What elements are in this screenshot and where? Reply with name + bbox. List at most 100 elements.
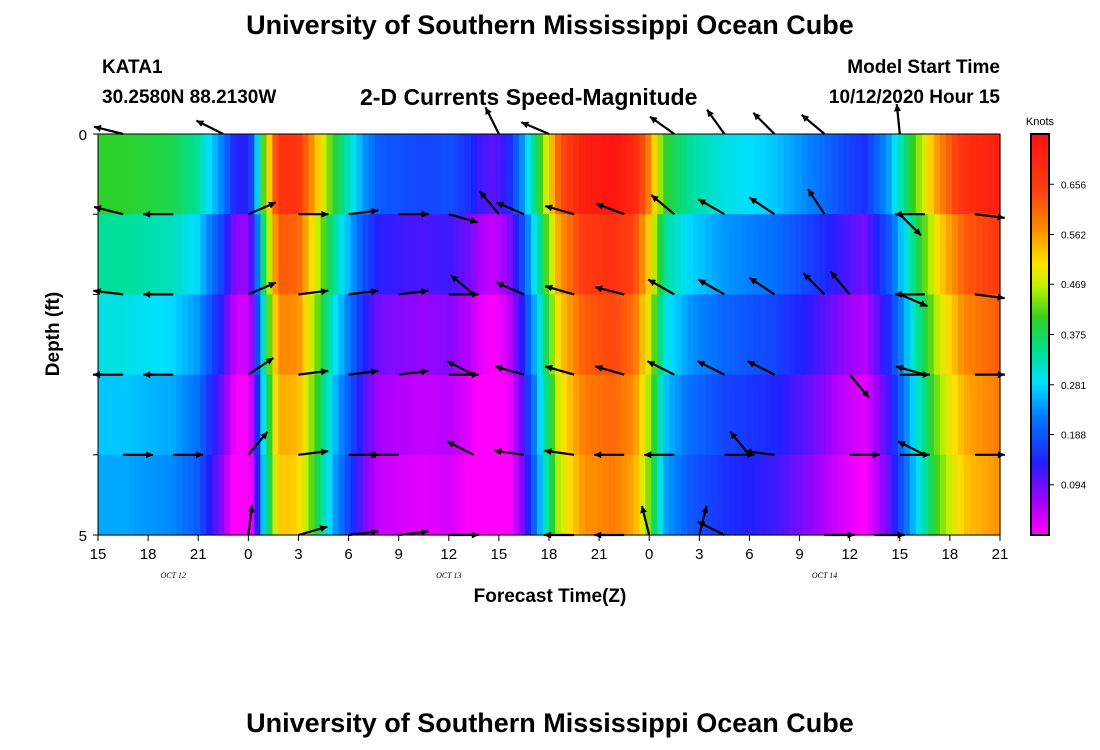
heatmap-cell — [308, 374, 316, 456]
heatmap-cell — [561, 134, 568, 215]
arrow-head — [894, 290, 902, 298]
arrow-head — [196, 451, 204, 459]
heatmap-cell — [260, 374, 267, 456]
heatmap-cell — [987, 134, 995, 215]
heatmap-cell — [338, 214, 346, 295]
heatmap-cell — [861, 214, 869, 295]
heatmap-cell — [741, 374, 749, 456]
heatmap-cell — [326, 294, 334, 376]
heatmap-cell — [476, 374, 484, 456]
heatmap-cell — [705, 374, 712, 456]
heatmap-cell — [116, 214, 123, 295]
heatmap-cell — [603, 294, 610, 376]
heatmap-cell — [897, 214, 905, 295]
current-arrow — [173, 451, 204, 459]
arrow-head — [545, 284, 553, 292]
current-arrow — [348, 528, 379, 537]
heatmap-cell — [146, 454, 153, 536]
heatmap-cell — [404, 214, 412, 295]
heatmap-cell — [801, 214, 809, 295]
heatmap-cell — [795, 134, 803, 215]
heatmap-cell — [765, 374, 773, 456]
current-arrow — [974, 293, 1005, 301]
y-axis-label: Depth (ft) — [43, 291, 64, 377]
current-arrow — [93, 205, 124, 216]
heatmap-cell — [410, 214, 418, 295]
heatmap-cell — [536, 454, 544, 536]
heatmap-cell — [783, 214, 791, 295]
heatmap-cell — [777, 134, 785, 215]
heatmap-cell — [927, 214, 935, 295]
bottom-title: University of Southern Mississippi Ocean… — [246, 708, 854, 738]
heatmap-cell — [524, 134, 532, 215]
heatmap-cell — [819, 374, 827, 456]
heatmap-cell — [663, 454, 670, 536]
heatmap-cell — [290, 134, 298, 215]
heatmap-cell — [855, 454, 863, 536]
heatmap-cell — [981, 214, 989, 295]
current-arrow — [748, 196, 776, 216]
heatmap-cell — [224, 214, 231, 295]
current-arrow — [446, 440, 475, 456]
heatmap-cell — [705, 214, 712, 295]
heatmap-cell — [933, 454, 941, 536]
heatmap-cell — [711, 214, 718, 295]
current-arrow — [849, 451, 880, 459]
heatmap-cell — [945, 454, 953, 536]
heatmap-cell — [350, 134, 358, 215]
heatmap-cell — [819, 214, 827, 295]
arrow-head — [370, 368, 379, 376]
heatmap-cell — [963, 134, 971, 215]
heatmap-cell — [194, 374, 201, 456]
heatmap-cell — [699, 294, 706, 376]
heatmap-cell — [807, 134, 815, 215]
heatmap-cell — [579, 294, 586, 376]
heatmap-cell — [687, 294, 694, 376]
current-arrow — [520, 121, 550, 136]
heatmap-cell — [260, 454, 267, 536]
arrow-head — [894, 210, 902, 218]
heatmap-cell — [398, 214, 406, 295]
heatmap-cell — [759, 214, 767, 295]
x-tick-label: 15 — [891, 546, 908, 563]
current-arrow — [484, 106, 500, 135]
x-tick-label: 15 — [90, 546, 107, 563]
heatmap-cell — [176, 294, 183, 376]
heatmap-cell — [675, 134, 682, 215]
heatmap-cell — [332, 134, 340, 215]
heatmap-cell — [380, 214, 388, 295]
heatmap-cell — [362, 374, 370, 456]
arrow-head — [894, 104, 901, 112]
heatmap-cell — [711, 454, 718, 536]
heatmap-cell — [326, 374, 334, 456]
x-tick-label: 6 — [344, 546, 352, 563]
arrow-head — [913, 228, 921, 236]
arrow-head — [830, 271, 838, 279]
heatmap-cell — [651, 214, 658, 295]
heatmap-cell — [657, 214, 664, 295]
heatmap-cell — [344, 454, 352, 536]
arrow-head — [496, 282, 505, 289]
current-arrow — [123, 451, 154, 459]
heatmap-cell — [416, 374, 424, 456]
heatmap-cell — [392, 374, 400, 456]
current-arrow — [143, 210, 174, 218]
arrow-head — [247, 505, 255, 513]
heatmap-cell — [164, 214, 171, 295]
heatmap-cell — [687, 214, 694, 295]
heatmap-cell — [530, 294, 538, 376]
heatmap-cell — [741, 454, 749, 536]
heatmap-cell — [302, 454, 310, 536]
heatmap-cell — [555, 374, 562, 456]
arrow-head — [421, 288, 429, 295]
heatmap-cell — [296, 294, 304, 376]
heatmap-cell — [374, 454, 382, 536]
heatmap-cell — [957, 294, 965, 376]
current-arrow — [894, 290, 925, 298]
heatmap-cell — [795, 454, 803, 536]
heatmap-cell — [549, 374, 556, 456]
heatmap-cell — [512, 134, 520, 215]
heatmap-cell — [176, 214, 183, 295]
model-start-label: Model Start Time — [847, 57, 1000, 78]
heatmap-cell — [476, 454, 484, 536]
